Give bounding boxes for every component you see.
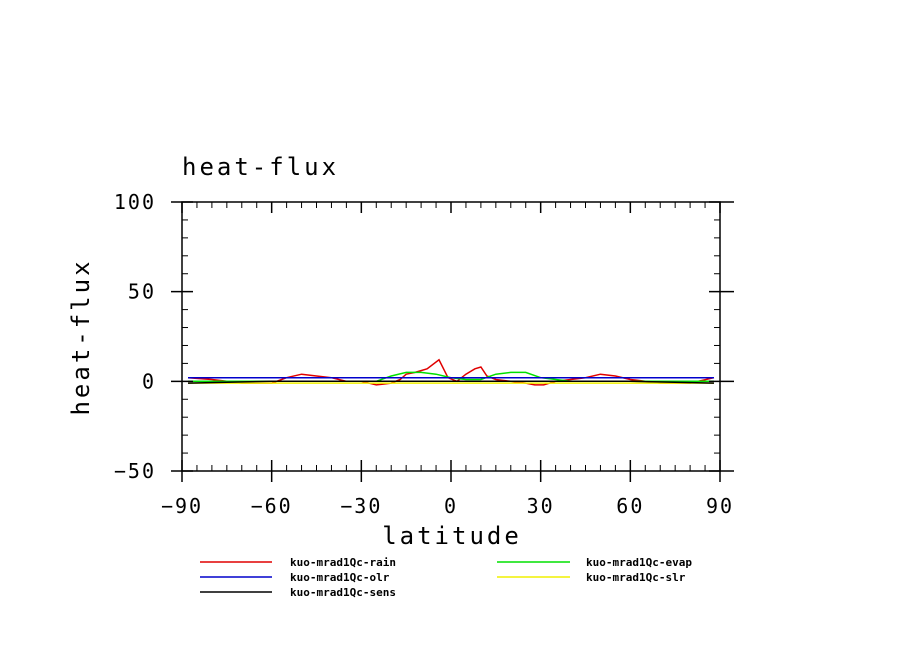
y-tick-label: −50 (114, 459, 156, 483)
chart-title: heat-flux (182, 153, 339, 181)
y-tick-label: 50 (128, 280, 156, 304)
legend-label: kuo-mrad1Qc-rain (290, 556, 396, 569)
x-tick-label: 0 (444, 494, 458, 518)
x-tick-label: 60 (616, 494, 644, 518)
x-tick-label: −90 (161, 494, 203, 518)
y-tick-label: 0 (142, 369, 156, 393)
series-layer (187, 358, 715, 386)
plot-frame (181, 201, 721, 472)
x-tick-label: 30 (527, 494, 555, 518)
y-tick-label: 100 (114, 190, 156, 214)
legend: kuo-mrad1Qc-rain kuo-mrad1Qc-evap kuo-mrad… (200, 556, 692, 599)
legend-label: kuo-mrad1Qc-olr (290, 571, 390, 584)
x-tick-label: −30 (340, 494, 382, 518)
series-line-kuo-mrad1Qc-sens (187, 380, 715, 384)
legend-label: kuo-mrad1Qc-sens (290, 586, 396, 599)
axis-ticks: −90 −60 −30 0 30 60 90 −50 0 50 100 (114, 190, 734, 518)
y-axis-label: heat-flux (67, 258, 95, 415)
legend-label: kuo-mrad1Qc-evap (586, 556, 692, 569)
x-axis-label: latitude (382, 522, 522, 550)
x-tick-label: −60 (251, 494, 293, 518)
x-tick-label: 90 (706, 494, 734, 518)
legend-label: kuo-mrad1Qc-slr (586, 571, 686, 584)
